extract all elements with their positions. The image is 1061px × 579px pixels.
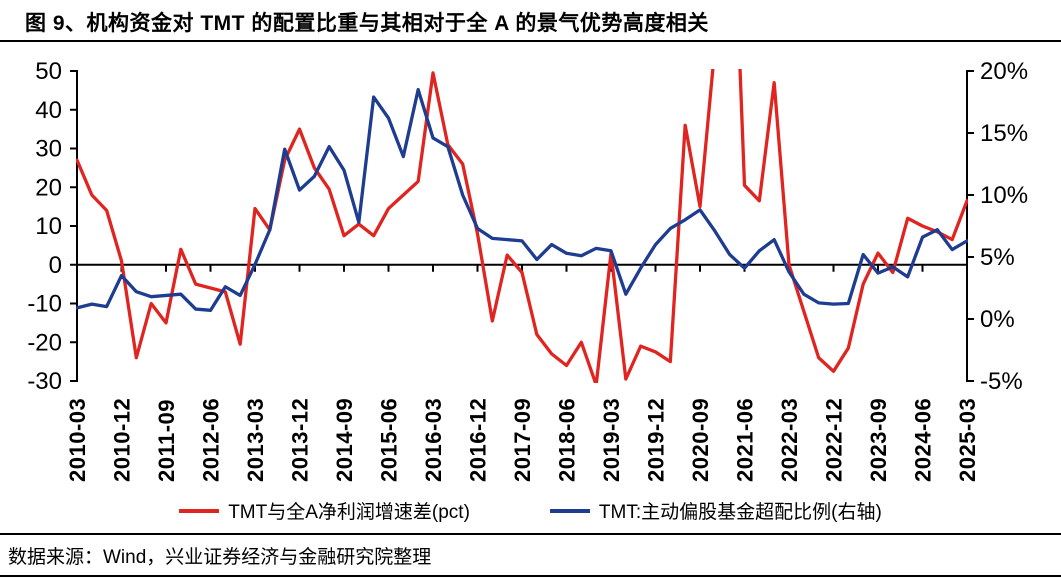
x-tick-label: 2019-03 — [599, 398, 624, 482]
x-tick-label: 2019-12 — [644, 398, 669, 482]
x-tick-label: 2014-09 — [332, 398, 357, 482]
data-source-note: 数据来源：Wind，兴业证券经济与金融研究院整理 — [8, 547, 432, 568]
x-tick-label: 2020-09 — [688, 398, 713, 482]
x-tick-label: 2013-03 — [243, 398, 268, 482]
red-line-swatch — [179, 508, 220, 513]
right-axis-tick-label: 15% — [980, 120, 1028, 147]
separator-line — [0, 533, 1061, 535]
left-axis-tick-label: 0 — [49, 252, 62, 279]
x-tick-label: 2016-12 — [466, 398, 491, 482]
x-tick-label: 2022-12 — [822, 398, 847, 482]
right-axis: 20% 15% 10% 5% 0% -5% — [966, 58, 1028, 395]
line-chart: 50403020100-10-20-3020%15%10%5%0%-5%2010… — [27, 58, 1028, 482]
legend-label-red: TMT与全A净利润增速差(pct) — [228, 502, 470, 523]
x-tick-label: 2016-03 — [421, 398, 446, 482]
x-tick-label: 2015-06 — [377, 398, 402, 482]
left-axis-tick-label: 20 — [35, 174, 62, 201]
legend-item-blue: TMT:主动偏股基金超配比例(右轴) — [549, 497, 882, 524]
x-tick-label: 2013-12 — [288, 398, 313, 482]
chart-legend: TMT与全A净利润增速差(pct) TMT:主动偏股基金超配比例(右轴) — [0, 497, 1061, 524]
blue-line-swatch — [549, 508, 590, 513]
right-axis-tick-label: 5% — [980, 244, 1015, 271]
series-line-tmt-profit-gap — [76, 69, 968, 383]
title-underline — [0, 40, 1061, 42]
series-line-fund-overweight — [76, 87, 968, 312]
figure-title: 图 9、机构资金对 TMT 的配置比重与其相对于全 A 的景气优势高度相关 — [25, 12, 709, 35]
x-tick-label: 2022-03 — [777, 398, 802, 482]
left-axis-tick-label: 40 — [35, 97, 62, 124]
legend-item-red: TMT与全A净利润增速差(pct) — [179, 497, 470, 524]
x-tick-label: 2024-06 — [911, 398, 936, 482]
left-axis-tick-label: -10 — [27, 291, 62, 318]
bottom-border-line — [0, 575, 1061, 577]
x-tick-label: 2012-06 — [199, 398, 224, 482]
x-tick-label: 2017-09 — [510, 398, 535, 482]
x-tick-label: 2021-06 — [733, 398, 758, 482]
right-axis-tick-label: -5% — [980, 368, 1023, 395]
x-tick-labels: 2010-03 2010-12 2011-09 2012-06 2013-03 2013-… — [65, 398, 980, 482]
right-axis-tick-label: 10% — [980, 182, 1028, 209]
x-tick-label: 2010-12 — [110, 398, 135, 482]
x-tick-label: 2025-03 — [955, 398, 980, 482]
left-axis-tick-label: 10 — [35, 213, 62, 240]
x-tick-label: 2010-03 — [65, 398, 90, 482]
left-axis-tick-label: -30 — [27, 368, 62, 395]
left-axis-tick-label: 30 — [35, 136, 62, 163]
right-axis-tick-label: 0% — [980, 306, 1015, 333]
x-tick-label: 2023-09 — [866, 398, 891, 482]
left-axis-tick-label: -20 — [27, 329, 62, 356]
left-axis-tick-label: 50 — [35, 58, 62, 85]
left-axis: 50 40 30 20 10 0 -10 -20 -30 — [27, 58, 78, 395]
x-tick-label: 2018-06 — [555, 398, 580, 482]
x-tick-label: 2011-09 — [154, 399, 179, 482]
legend-label-blue: TMT:主动偏股基金超配比例(右轴) — [598, 502, 882, 523]
right-axis-tick-label: 20% — [980, 58, 1028, 85]
